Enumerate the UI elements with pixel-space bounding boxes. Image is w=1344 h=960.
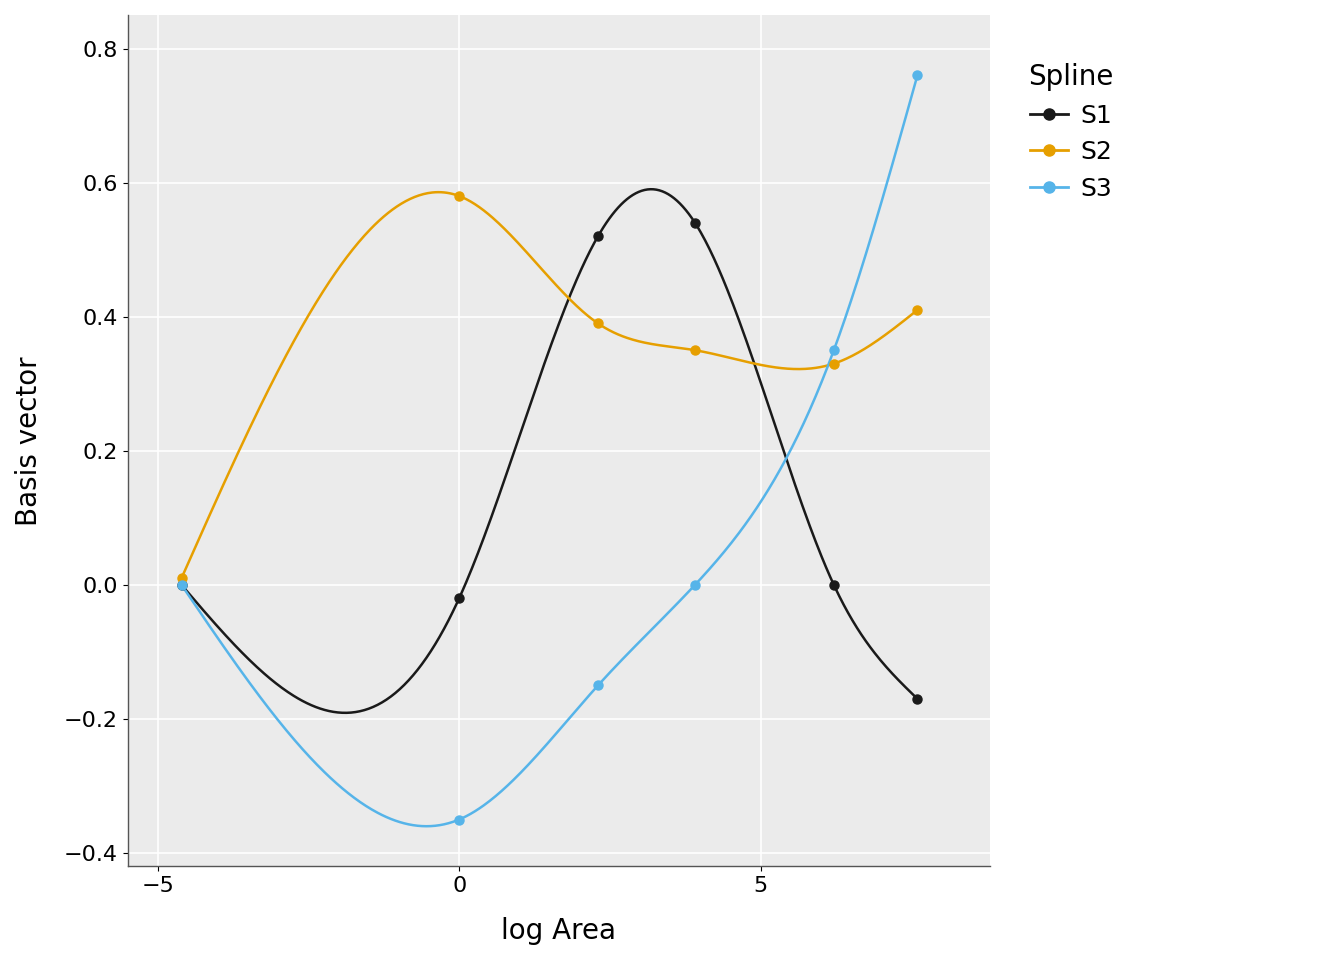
X-axis label: log Area: log Area	[501, 917, 616, 945]
Legend: S1, S2, S3: S1, S2, S3	[1019, 53, 1124, 210]
Y-axis label: Basis vector: Basis vector	[15, 356, 43, 525]
